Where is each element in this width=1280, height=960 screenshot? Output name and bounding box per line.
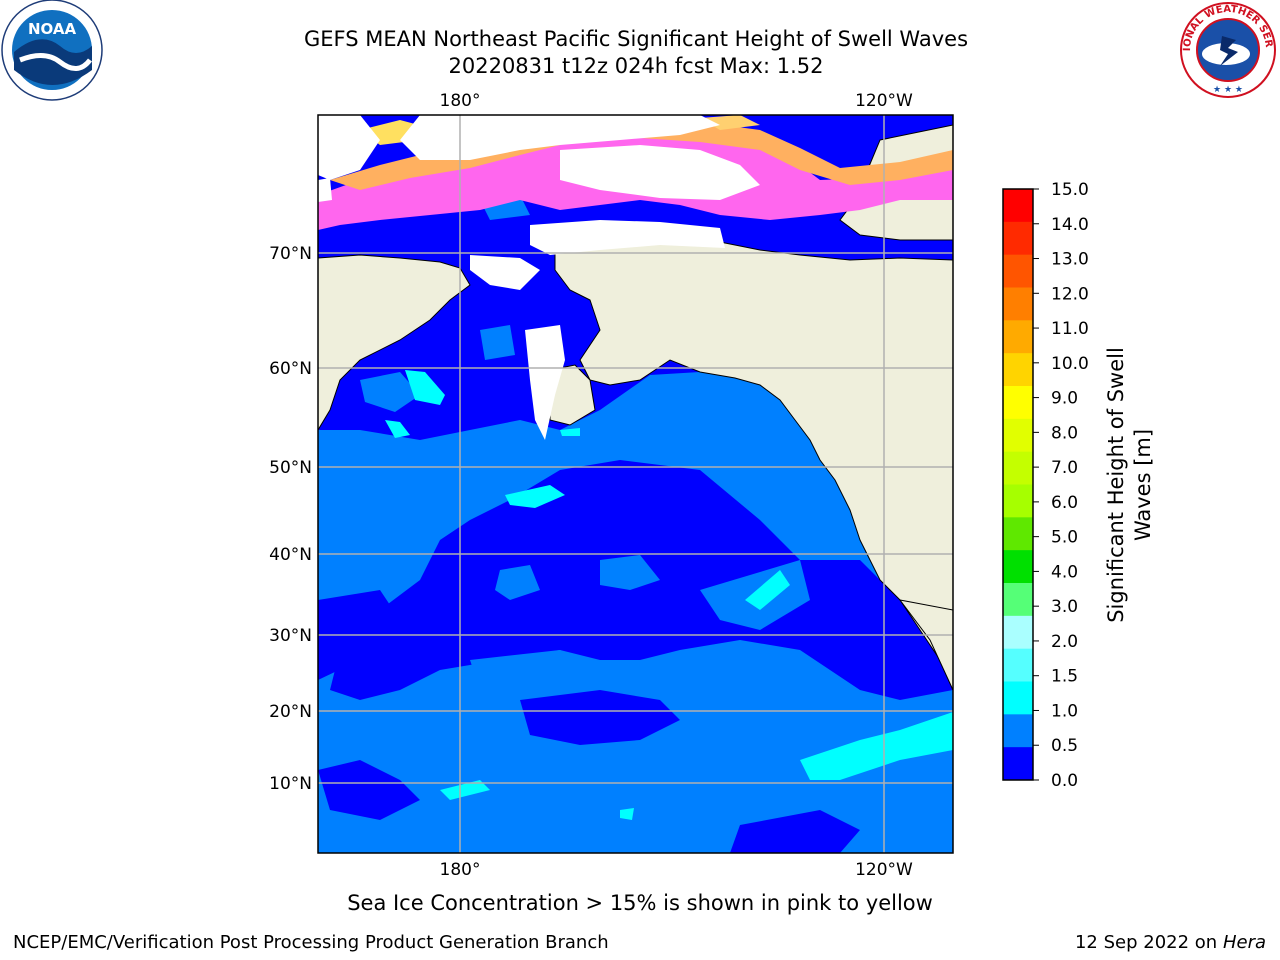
colorbar-label-line2: Waves [m] — [1131, 429, 1155, 541]
colorbar-swatch — [1003, 583, 1033, 617]
colorbar-swatch — [1003, 517, 1033, 551]
colorbar-tick-label: 11.0 — [1051, 319, 1089, 339]
lat-label-70n: 70°N — [269, 244, 312, 264]
colorbar-swatch — [1003, 681, 1033, 715]
swell-field-low-south — [520, 690, 680, 745]
colorbar-swatch — [1003, 451, 1033, 485]
svg-text:★ ★ ★: ★ ★ ★ — [1213, 85, 1243, 95]
lat-label-20n: 20°N — [269, 702, 312, 722]
no-data-area — [318, 115, 380, 180]
footer-date: 12 Sep 2022 on Hera — [1075, 932, 1266, 953]
colorbar-tick-label: 10.0 — [1051, 354, 1089, 374]
colorbar-tick-label: 6.0 — [1051, 493, 1078, 513]
sea-ice-caption: Sea Ice Concentration > 15% is shown in … — [347, 891, 933, 915]
colorbar-swatch — [1003, 287, 1033, 321]
map-panel — [318, 115, 953, 853]
lon-label-top-180: 180° — [440, 91, 481, 111]
colorbar-swatch — [1003, 714, 1033, 748]
colorbar-swatch — [1003, 254, 1033, 288]
colorbar-tick-label: 14.0 — [1051, 215, 1089, 235]
land-north-america — [554, 234, 953, 691]
footer-date-text: 12 Sep 2022 on — [1074, 932, 1218, 953]
lat-label-40n: 40°N — [269, 545, 312, 565]
no-data-bering — [525, 325, 565, 440]
colorbar: 15.0 14.0 13.0 12.0 11.0 10.0 9.0 8.0 7.0 6.0 5.0 4… — [1002, 180, 1089, 791]
land-kamchatka — [549, 364, 596, 426]
colorbar-tick-label: 5.0 — [1051, 528, 1078, 548]
swell-field-low-sw — [318, 760, 420, 820]
colorbar-swatch — [1003, 550, 1033, 584]
colorbar-swatch — [1003, 221, 1033, 256]
lat-label-60n: 60°N — [269, 359, 312, 379]
nws-logo: NATIONAL WEATHER SERVICE ★ ★ ★ — [1176, 0, 1276, 98]
noaa-logo-text: NOAA — [28, 20, 77, 38]
colorbar-tick-label: 4.0 — [1051, 562, 1078, 582]
colorbar-swatch — [1003, 418, 1033, 453]
lat-label-50n: 50°N — [269, 458, 312, 478]
colorbar-tick-label: 13.0 — [1051, 250, 1089, 270]
colorbar-tick-label: 8.0 — [1051, 423, 1078, 443]
chart-subtitle: 20220831 t12z 024h fcst Max: 1.52 — [448, 54, 824, 78]
colorbar-swatch — [1003, 353, 1033, 387]
colorbar-tick-label: 1.5 — [1051, 667, 1078, 687]
colorbar-swatch — [1003, 615, 1033, 650]
swell-field-cyan-south — [800, 712, 953, 780]
colorbar-swatch — [1003, 386, 1033, 420]
land-asia — [318, 254, 471, 431]
map-frame — [317, 114, 954, 854]
colorbar-tick-label: 7.0 — [1051, 458, 1078, 478]
noaa-logo: NOAA — [1, 0, 103, 101]
colorbar-tick-label: 1.0 — [1051, 701, 1078, 721]
colorbar-tick-label: 9.0 — [1051, 389, 1078, 409]
colorbar-tick-label: 12.0 — [1051, 284, 1089, 304]
colorbar-swatch — [1003, 648, 1033, 682]
colorbar-swatch — [1003, 484, 1033, 518]
footer-host: Hera — [1222, 932, 1266, 953]
lat-label-10n: 10°N — [269, 774, 312, 794]
colorbar-tick-label: 0.0 — [1051, 771, 1078, 791]
colorbar-tick-label: 0.5 — [1051, 736, 1078, 756]
colorbar-frame — [1002, 188, 1034, 781]
colorbar-swatch — [1003, 320, 1033, 354]
chart-title: GEFS MEAN Northeast Pacific Significant … — [303, 27, 969, 51]
swell-field-cyan-1 — [505, 485, 565, 508]
colorbar-swatch — [1003, 747, 1033, 781]
colorbar-tick-label: 15.0 — [1051, 180, 1089, 200]
lon-label-bottom-120w: 120°W — [855, 860, 913, 880]
colorbar-swatch — [1003, 189, 1033, 223]
lon-label-top-120w: 120°W — [855, 91, 913, 111]
lat-label-30n: 30°N — [269, 626, 312, 646]
colorbar-tick-label: 2.0 — [1051, 632, 1078, 652]
lon-label-bottom-180: 180° — [440, 860, 481, 880]
graticule — [318, 115, 953, 853]
footer-credit: NCEP/EMC/Verification Post Processing Pr… — [13, 932, 609, 953]
colorbar-tick-label: 3.0 — [1051, 597, 1078, 617]
swell-field-low-far-south — [730, 810, 860, 853]
colorbar-label-line1: Significant Height of Swell — [1104, 347, 1128, 623]
